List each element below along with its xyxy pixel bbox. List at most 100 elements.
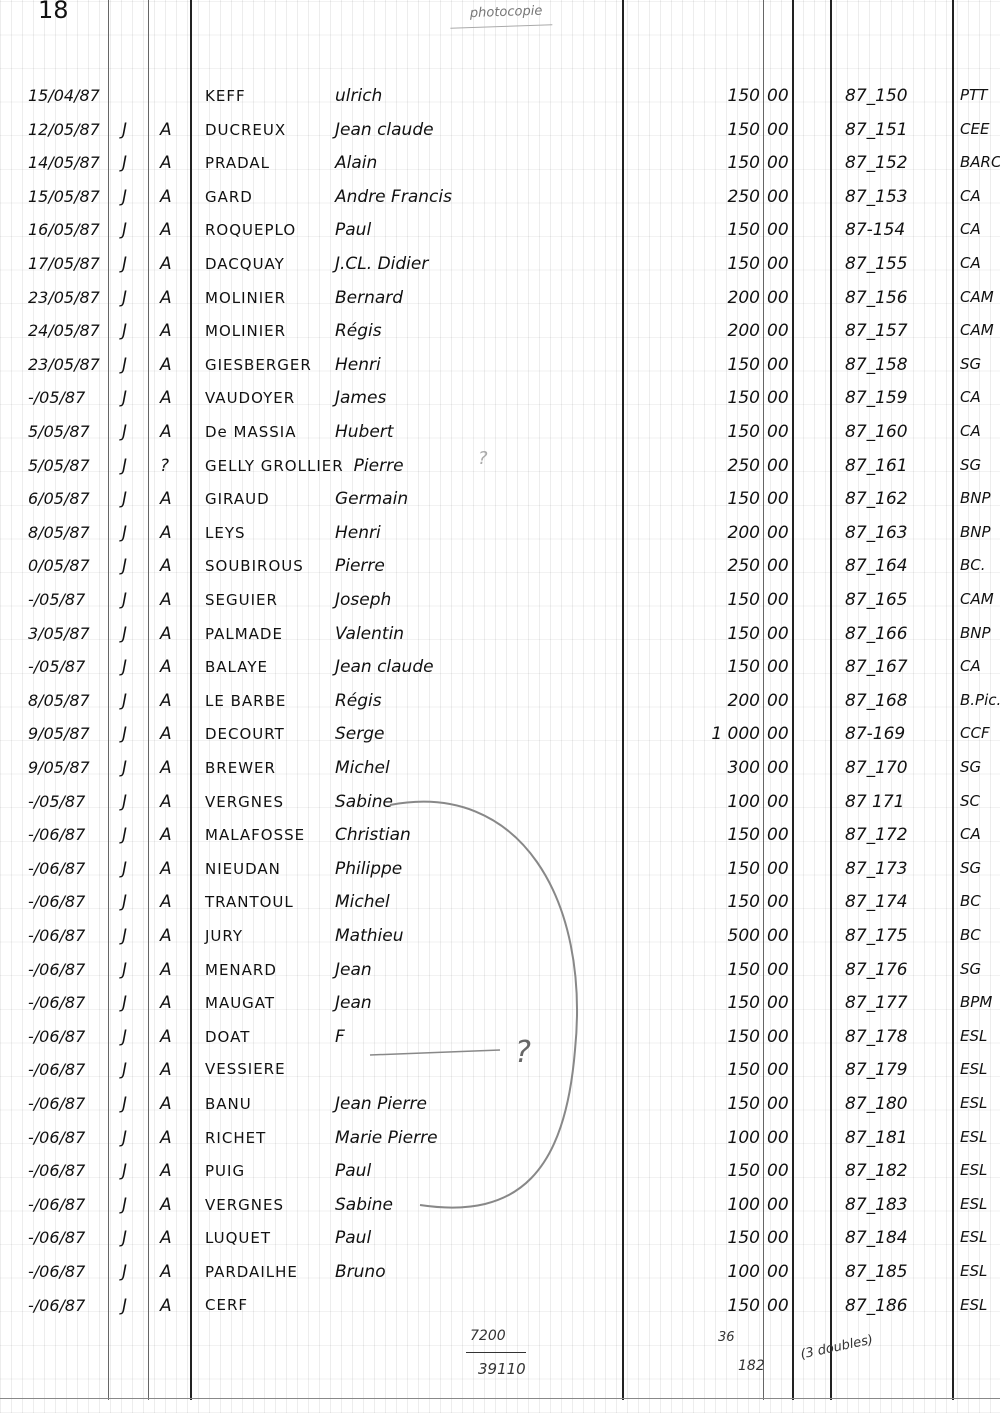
- ledger-row: -/05/87 J A SEGUIER Joseph 150 00 87_165 CAM: [0, 584, 1000, 618]
- count-bottom: 182: [738, 1358, 765, 1374]
- full-name: VESSIERE: [205, 1060, 335, 1078]
- cents: 00: [767, 1094, 789, 1114]
- entry-date: 5/05/87: [28, 455, 90, 475]
- reference-number: 87_173: [845, 858, 908, 879]
- amount: 150: [727, 590, 760, 610]
- cents: 00: [767, 1060, 789, 1081]
- reference-number: 87 171: [845, 791, 905, 812]
- reference-number: 87_152: [845, 153, 908, 174]
- reference-number: 87_151: [845, 119, 908, 140]
- surname: MOLINIER: [205, 288, 287, 307]
- full-name: GIRAUD Germain: [205, 489, 408, 509]
- bank-code: B.Pic.: [960, 690, 1000, 709]
- cents: 00: [767, 959, 789, 980]
- ledger-row: -/06/87 J A VERGNES Sabine 100 00 87_183 ESL: [0, 1189, 1000, 1223]
- full-name: ROQUEPLO Paul: [205, 220, 371, 240]
- full-name: PARDAILHE Bruno: [205, 1262, 386, 1282]
- first-name: Jean: [335, 993, 372, 1014]
- surname: LUQUET: [205, 1229, 272, 1248]
- surname: GIRAUD: [205, 490, 270, 509]
- j-mark: J: [122, 791, 128, 812]
- reference-number: 87_178: [845, 1026, 908, 1047]
- reference-number: 87-169: [845, 724, 906, 745]
- column-divider: [148, 0, 149, 1400]
- entry-date: 9/05/87: [28, 724, 90, 744]
- cents: 00: [767, 522, 789, 543]
- bank-code: ESL: [960, 1295, 988, 1314]
- first-name: Andre Francis: [335, 186, 452, 207]
- entry-date: -/05/87: [28, 590, 86, 609]
- full-name: NIEUDAN Philippe: [205, 859, 402, 879]
- j-mark: J: [122, 186, 128, 207]
- entry-date: 17/05/87: [28, 254, 100, 273]
- full-name: DUCREUX Jean claude: [205, 120, 434, 140]
- entry-date: 15/05/87: [28, 186, 100, 206]
- j-mark: J: [122, 690, 128, 711]
- reference-number: 87_164: [845, 556, 908, 577]
- cents: 00: [767, 422, 789, 442]
- full-name: GIESBERGER Henri: [205, 355, 381, 375]
- entry-date: -/06/87: [28, 1094, 86, 1113]
- first-name: Serge: [335, 724, 385, 745]
- reference-number: 87_159: [845, 388, 908, 409]
- surname: JURY: [205, 927, 244, 945]
- surname: GARD: [205, 187, 253, 206]
- j-mark: J: [122, 825, 128, 846]
- ledger-row: 16/05/87 J A ROQUEPLO Paul 150 00 87-154 CA: [0, 214, 1000, 248]
- cents: 00: [767, 623, 789, 644]
- amount: 100: [727, 1127, 760, 1148]
- a-mark: A: [160, 422, 172, 442]
- ledger-row: -/06/87 J A VESSIERE 150 00 87_179 ESL: [0, 1054, 1000, 1088]
- first-name: Joseph: [335, 590, 392, 610]
- j-mark: J: [122, 254, 128, 274]
- entry-date: 16/05/87: [28, 220, 100, 240]
- cents: 00: [767, 321, 789, 342]
- amount: 250: [727, 556, 760, 577]
- a-mark: A: [160, 1161, 172, 1182]
- j-mark: J: [122, 1060, 128, 1081]
- a-mark: A: [160, 1094, 172, 1114]
- a-mark: A: [160, 1127, 172, 1148]
- amount: 200: [727, 321, 760, 342]
- full-name: GARD Andre Francis: [205, 187, 452, 207]
- full-name: MALAFOSSE Christian: [205, 825, 411, 845]
- cents: 00: [767, 119, 789, 140]
- first-name: Henri: [335, 522, 381, 543]
- bank-code: CA: [960, 220, 981, 239]
- cents: 00: [767, 758, 789, 778]
- surname: RICHET: [205, 1128, 267, 1147]
- entry-date: 24/05/87: [28, 321, 100, 341]
- surname: DECOURT: [205, 725, 285, 744]
- a-mark: A: [160, 1060, 172, 1081]
- full-name: LUQUET Paul: [205, 1228, 371, 1248]
- amount: 100: [727, 1194, 760, 1215]
- reference-number: 87_174: [845, 892, 908, 913]
- amount: 150: [727, 1094, 760, 1114]
- a-mark: A: [160, 220, 172, 241]
- cents: 00: [767, 1127, 789, 1148]
- j-mark: J: [122, 354, 128, 375]
- a-mark: A: [160, 1262, 172, 1282]
- reference-number: 87_170: [845, 758, 908, 778]
- reference-number: 87_172: [845, 825, 908, 846]
- first-name: Michel: [335, 892, 390, 913]
- full-name: PALMADE Valentin: [205, 624, 404, 644]
- a-mark: A: [160, 153, 172, 174]
- amount: 100: [727, 1262, 760, 1282]
- cents: 00: [767, 489, 789, 510]
- full-name: GELLY GROLLIER Pierre: [205, 456, 404, 476]
- bank-code: ESL: [960, 1194, 988, 1213]
- ledger-row: 17/05/87 J A DACQUAY J.CL. Didier 150 00 87_155…: [0, 248, 1000, 282]
- entry-date: 23/05/87: [28, 287, 100, 307]
- surname: SOUBIROUS: [205, 557, 304, 576]
- first-name: Sabine: [335, 1194, 393, 1215]
- reference-number: 87_180: [845, 1094, 908, 1114]
- entry-date: -/06/87: [28, 1127, 86, 1147]
- entry-date: 8/05/87: [28, 522, 90, 542]
- surname: MOLINIER: [205, 322, 287, 341]
- j-mark: J: [122, 556, 128, 577]
- reference-number: 87_186: [845, 1295, 908, 1316]
- entry-date: 23/05/87: [28, 354, 100, 374]
- cents: 00: [767, 1262, 789, 1282]
